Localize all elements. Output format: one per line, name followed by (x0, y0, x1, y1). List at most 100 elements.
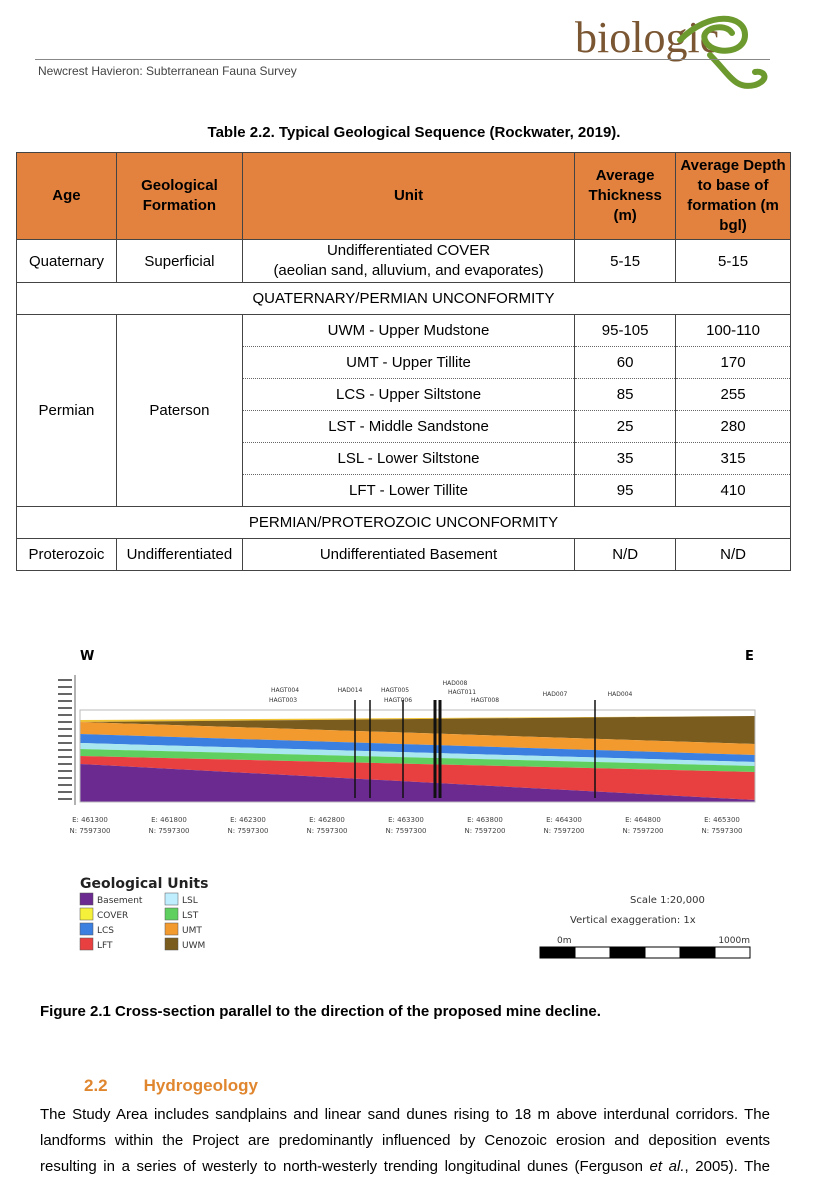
scale-bar-segment (714, 946, 751, 959)
cell: 255 (675, 378, 791, 411)
scale-bar-segment (644, 946, 681, 959)
coordinate-label: E: 463800 (467, 816, 503, 824)
cell: N/D (675, 538, 791, 571)
drillhole-label: HAD007 (543, 691, 568, 698)
legend-swatch (79, 937, 94, 951)
cell: 95-105 (574, 314, 677, 347)
drillhole-label: HAGT005 (381, 687, 409, 694)
section-title: Hydrogeology (143, 1076, 258, 1095)
cell: Paterson (115, 314, 243, 507)
text-run: , 2005). The (684, 1158, 770, 1175)
coordinate-label: E: 463300 (388, 816, 424, 824)
cell: PERMIAN/PROTEROZOIC UNCONFORMITY (16, 506, 791, 539)
cell: Superficial (115, 239, 243, 283)
cell: LST - Middle Sandstone (241, 410, 576, 443)
text-run: et al. (649, 1158, 685, 1175)
west-label: W (80, 649, 94, 664)
cell: Proterozoic (16, 538, 117, 571)
coordinate-label: N: 7597200 (544, 827, 585, 835)
coordinate-label: N: 7597300 (70, 827, 111, 835)
coordinate-label: N: 7597300 (307, 827, 348, 835)
element: PERMIAN/PROTEROZOIC UNCONFORMITY Protero… (16, 506, 791, 571)
logo: biologic (575, 13, 768, 89)
element: UMT - Upper Tillite 60 170 (17, 346, 791, 379)
drillhole-label: HAGT004 (271, 687, 299, 694)
text-line: resulting in a series of westerly to nor… (40, 1154, 770, 1180)
section-heading: 2.2 Hydrogeology (84, 1076, 258, 1096)
cell: LCS - Upper Siltstone (241, 378, 576, 411)
legend-label: LST (182, 911, 199, 921)
lizard (677, 15, 768, 89)
scale-bar-segment (539, 946, 576, 959)
legend-label: UMT (182, 926, 202, 936)
cell: 95 (574, 474, 677, 507)
cell: 60 (574, 346, 677, 379)
coordinate-label: N: 7597300 (702, 827, 743, 835)
cell: 25 (574, 410, 677, 443)
table-caption: Table 2.2. Typical Geological Sequence (… (207, 124, 621, 141)
running-title: Newcrest Havieron: Subterranean Fauna Su… (38, 64, 297, 78)
coordinate-label: E: 464300 (546, 816, 582, 824)
header-cell: Average Depth to base of formation (m bg… (675, 152, 791, 240)
scale-bar-segment (679, 946, 716, 959)
scale-bar-segment (609, 946, 646, 959)
legend-swatch (164, 937, 179, 951)
cell: Quaternary (16, 239, 117, 283)
east-label: E (745, 649, 754, 664)
element: QUATERNARY/PERMIAN UNCONFORMITY (16, 282, 791, 315)
geology-layer (80, 756, 755, 800)
drillhole-label: HAD008 (443, 680, 468, 687)
geology-layer (80, 743, 755, 766)
cell: Permian (16, 314, 117, 507)
cell: QUATERNARY/PERMIAN UNCONFORMITY (16, 282, 791, 315)
element: Permian Paterson UWM - Upper Mudstone 95-10… (16, 314, 791, 507)
logo-text: biologic (575, 13, 719, 62)
cell: 85 (574, 378, 677, 411)
element: LSL - Lower Siltstone 35 315 (17, 442, 791, 475)
cell: 280 (675, 410, 791, 443)
legend-label: COVER (97, 911, 128, 921)
coordinate-label: E: 461300 (72, 816, 108, 824)
scale-bar-segment (574, 946, 611, 959)
element: Proterozoic Undifferentiated Undifferentia… (16, 538, 791, 571)
element: Permian Paterson UWM - Upper Mudstone 95-10… (16, 314, 791, 507)
legend-swatch (164, 922, 179, 936)
cell-line: Undifferentiated COVER (326, 242, 491, 259)
cell: Undifferentiated (115, 538, 243, 571)
figure-caption: Figure 2.1 Cross-section parallel to the… (40, 1003, 601, 1020)
cell: 410 (675, 474, 791, 507)
legend-label: LCS (97, 926, 114, 936)
exaggeration-text: Vertical exaggeration: 1x (570, 915, 696, 926)
element: LCS - Upper Siltstone 85 255 (17, 378, 791, 411)
text-line: landforms within the Project are predomi… (40, 1132, 770, 1149)
section-border (79, 709, 756, 803)
coordinate-label: N: 7597300 (386, 827, 427, 835)
coordinate-label: E: 461800 (151, 816, 187, 824)
section-number: 2.2 (84, 1076, 108, 1095)
cell: UMT - Upper Tillite (241, 346, 576, 379)
element: PERMIAN/PROTEROZOIC UNCONFORMITY (16, 506, 791, 539)
legend-swatch (164, 892, 179, 906)
coordinate-label: N: 7597300 (228, 827, 269, 835)
header-cell: Geological Formation (115, 152, 243, 240)
coordinate-label: E: 464800 (625, 816, 661, 824)
cell: 315 (675, 442, 791, 475)
text-line: The Study Area includes sandplains and l… (40, 1106, 770, 1123)
geology-table: Age Geological Formation Unit Average Thick… (16, 152, 791, 571)
text-run: resulting in a series of westerly to nor… (40, 1158, 650, 1175)
drillhole-label: HAD014 (338, 687, 363, 694)
element: Quaternary Superficial Undifferentiated CO… (16, 239, 791, 283)
legend-label: LFT (97, 941, 113, 951)
cell: 170 (675, 346, 791, 379)
drillhole-label: HAGT011 (448, 689, 476, 696)
coordinate-label: E: 462300 (230, 816, 266, 824)
legend-label: Basement (97, 896, 143, 906)
coordinate-label: N: 7597300 (149, 827, 190, 835)
coordinate-label: N: 7597200 (623, 827, 664, 835)
coordinate-label: N: 7597200 (465, 827, 506, 835)
cell: LFT - Lower Tillite (241, 474, 576, 507)
legend-swatch (164, 907, 179, 921)
geology-layer (80, 749, 755, 772)
drillhole-label: HAGT006 (384, 697, 412, 704)
